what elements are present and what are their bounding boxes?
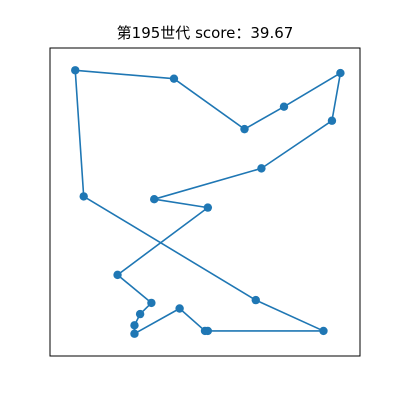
route-segment	[173, 77, 246, 130]
route-segment	[116, 274, 153, 304]
route-point	[279, 102, 289, 111]
route-segment	[260, 119, 333, 170]
route-point	[257, 164, 266, 173]
route-segment	[133, 307, 181, 335]
route-segment	[283, 72, 342, 108]
route-point	[113, 270, 122, 280]
route-point	[79, 192, 88, 201]
route-segment	[178, 307, 206, 332]
route-segment	[74, 69, 175, 80]
route-path	[74, 69, 342, 335]
route-point	[336, 68, 345, 78]
route-segment	[74, 69, 85, 198]
route-segment	[82, 195, 257, 301]
route-segment	[116, 206, 209, 276]
route-segment	[331, 72, 342, 122]
route-point	[130, 321, 139, 330]
route-point	[203, 203, 213, 212]
route-segment	[254, 299, 325, 332]
route-segment	[153, 198, 209, 209]
plot-area-frame	[49, 47, 361, 357]
route-point	[251, 295, 260, 305]
route-point	[175, 304, 184, 313]
route-point	[327, 116, 337, 125]
route-point	[319, 326, 328, 336]
route-point	[135, 309, 145, 319]
route-point	[71, 66, 80, 75]
route-point	[203, 326, 213, 336]
route-point	[130, 329, 139, 338]
route-point	[150, 194, 159, 204]
route-points	[71, 66, 345, 338]
route-point	[169, 74, 179, 83]
route-segment	[243, 105, 285, 130]
route-point	[147, 298, 156, 308]
chart-title: 第195世代 score：39.67	[117, 24, 294, 42]
route-segment	[153, 167, 263, 200]
route-point	[240, 124, 249, 134]
